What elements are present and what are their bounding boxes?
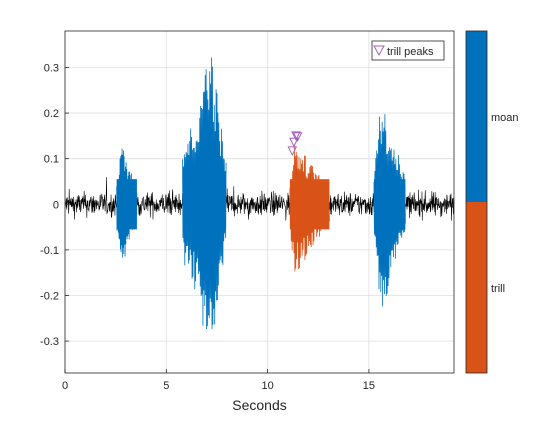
axes-box [64, 30, 455, 374]
call-segment-core [373, 179, 406, 230]
colorbar-moan-swatch [466, 31, 487, 202]
y-axis-ticks: -0.3 -0.2 -0.1 0 0.1 0.2 0.3 [40, 62, 69, 348]
y-tick-label: -0.2 [40, 290, 59, 302]
y-tick-label: 0.3 [44, 62, 59, 74]
colorbar-trill-swatch [466, 202, 487, 373]
trill-peak-marker [287, 146, 298, 157]
colorbar-frame [465, 30, 488, 374]
call-segments [116, 57, 406, 330]
call-segment-moan [182, 57, 227, 330]
colorbar: moan trill [465, 30, 519, 374]
call-segment-core [289, 179, 330, 230]
y-tick-label: 0.2 [44, 108, 59, 120]
legend-box [371, 40, 445, 61]
x-tick-label: 10 [261, 380, 273, 392]
x-tick-label: 15 [363, 380, 375, 392]
trill-peak-marker [289, 137, 299, 148]
call-segment-core [182, 179, 227, 230]
y-tick-label: -0.3 [40, 336, 59, 348]
y-tick-label: -0.1 [40, 245, 59, 257]
legend-triangle-icon [373, 45, 385, 57]
legend: trill peaks [371, 40, 445, 61]
x-tick-label: 5 [163, 380, 169, 392]
y-tick-label: 0.1 [44, 154, 59, 166]
trill-peak-markers [287, 131, 303, 157]
x-tick-label: 0 [62, 380, 68, 392]
waveform [65, 57, 454, 330]
y-tick-label: 0 [53, 199, 59, 211]
x-axis-ticks: 0 5 10 15 [62, 369, 375, 392]
x-axis-label: Seconds [232, 397, 286, 413]
colorbar-label-trill: trill [491, 283, 505, 295]
legend-label: trill peaks [387, 46, 434, 58]
call-segment-core [116, 179, 137, 230]
trill-peak-marker [292, 132, 303, 142]
colorbar-label-moan: moan [491, 112, 519, 124]
plot-area: 0 5 10 15 -0.3 -0.2 -0.1 0 0.1 0.2 0.3 Seconds [40, 30, 455, 413]
trill-peak-marker [291, 131, 301, 141]
